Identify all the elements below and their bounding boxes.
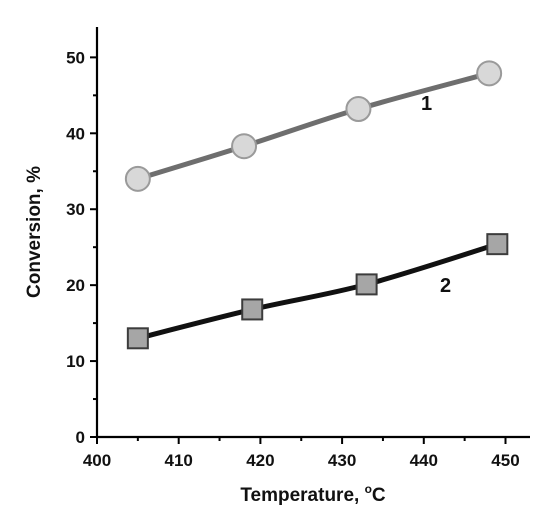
series-group bbox=[124, 60, 509, 350]
series-2-point bbox=[355, 273, 378, 296]
x-tick-label: 450 bbox=[491, 451, 519, 470]
series-2-point bbox=[241, 298, 264, 321]
x-tick-label: 400 bbox=[83, 451, 111, 470]
y-tick-label: 40 bbox=[66, 124, 85, 143]
series-2-line bbox=[135, 241, 500, 341]
series-1-point bbox=[231, 133, 258, 160]
x-axis-title: Temperature, oC bbox=[240, 482, 386, 506]
x-axis-title-unit: C bbox=[372, 485, 386, 506]
y-axis-title: Conversion, % bbox=[24, 166, 45, 298]
y-tick-label: 0 bbox=[76, 428, 85, 447]
x-axis-title-text: Temperature, bbox=[240, 485, 364, 506]
y-tick-label: 50 bbox=[66, 48, 85, 67]
series-2-point bbox=[486, 233, 509, 256]
series-2-label: 2 bbox=[440, 275, 451, 297]
x-tick-label: 420 bbox=[246, 451, 274, 470]
x-axis-title-degree: o bbox=[365, 482, 372, 496]
y-tick-label: 20 bbox=[66, 276, 85, 295]
x-tick-label: 440 bbox=[410, 451, 438, 470]
y-tick-label: 30 bbox=[66, 200, 85, 219]
labels-group: 1 2 Temperature, oC Conversion, % bbox=[24, 93, 451, 506]
series-2 bbox=[126, 233, 509, 350]
series-1-point bbox=[476, 60, 503, 87]
axes-group bbox=[95, 27, 530, 439]
series-1-label: 1 bbox=[421, 93, 432, 115]
series-1 bbox=[124, 60, 503, 192]
x-tick-label: 410 bbox=[165, 451, 193, 470]
series-2-point bbox=[126, 327, 149, 350]
series-1-line bbox=[135, 70, 492, 182]
y-tick-label: 10 bbox=[66, 352, 85, 371]
x-tick-label: 430 bbox=[328, 451, 356, 470]
series-1-point bbox=[345, 96, 372, 122]
ticks-group: 0 10 20 30 40 50 400 410 420 430 440 450 bbox=[66, 48, 520, 470]
series-1-point bbox=[124, 165, 151, 192]
